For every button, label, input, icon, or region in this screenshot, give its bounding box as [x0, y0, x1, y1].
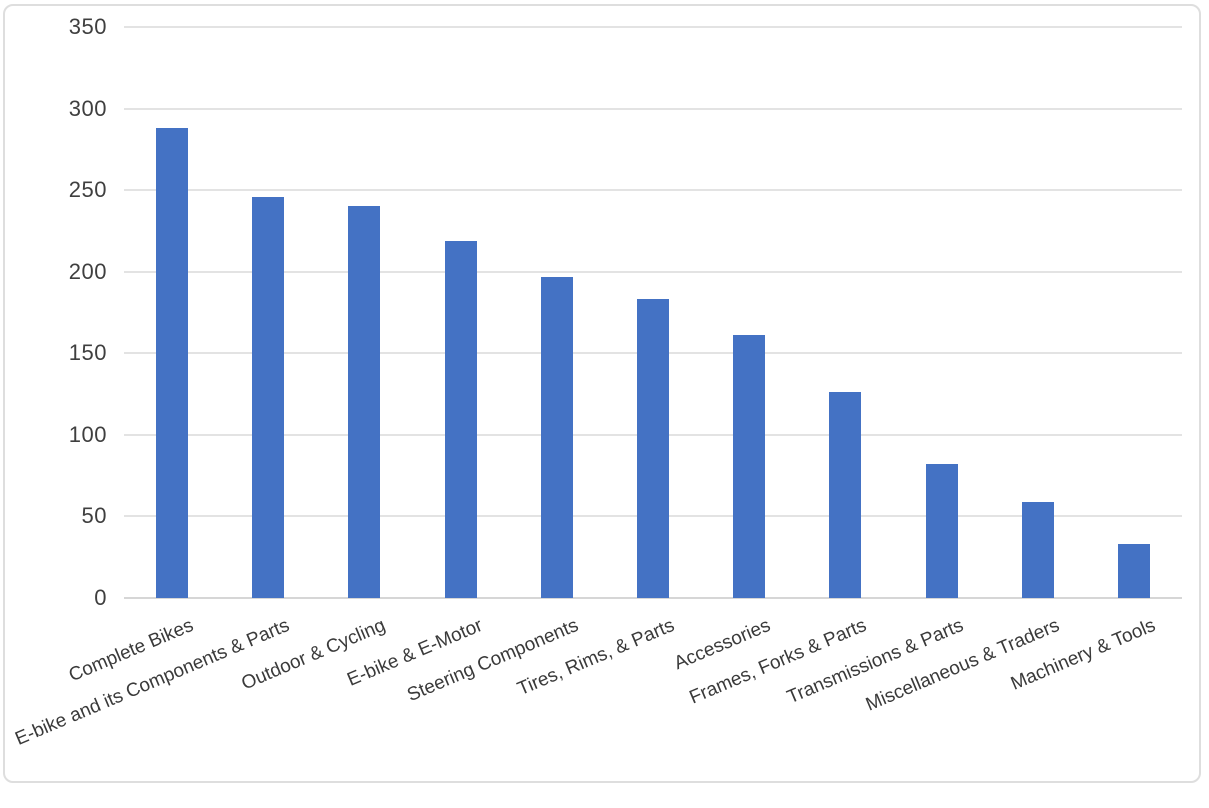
gridline-300 — [124, 107, 1182, 110]
y-tick-label-350: 350 — [68, 14, 107, 39]
y-tick-label-250: 250 — [68, 177, 107, 203]
y-tick-label-200: 200 — [68, 258, 107, 284]
bar-tires-rims-parts — [637, 299, 669, 598]
bar-steering-components — [540, 276, 573, 598]
bar-miscellaneous-traders — [1021, 501, 1054, 598]
bar-chart: 0 50 100 150 200 250 300 350 Complete Bikes E-bi… — [5, 6, 1199, 781]
bar-frames-forks-parts — [829, 392, 862, 598]
gridline-350 — [124, 26, 1182, 28]
gridline-250 — [124, 189, 1182, 192]
bar-machinery-tools — [1117, 544, 1150, 598]
bar-complete-bikes — [156, 128, 189, 598]
bar-outdoor-cycling — [348, 206, 381, 598]
bar-e-bike-e-motor — [444, 240, 477, 598]
chart-frame: 0 50 100 150 200 250 300 350 Complete Bikes E-bi… — [3, 4, 1201, 783]
y-tick-label-0: 0 — [94, 585, 107, 610]
bar-transmissions-parts — [925, 464, 958, 598]
y-tick-label-100: 100 — [68, 421, 107, 447]
x-axis-line — [124, 597, 1182, 599]
y-tick-label-150: 150 — [68, 340, 107, 366]
bar-accessories — [733, 335, 766, 598]
gridline-200 — [124, 270, 1182, 273]
y-tick-label-300: 300 — [68, 95, 107, 121]
bar-e-bike-and-its-components-parts — [252, 196, 285, 598]
y-tick-label-50: 50 — [81, 503, 107, 529]
